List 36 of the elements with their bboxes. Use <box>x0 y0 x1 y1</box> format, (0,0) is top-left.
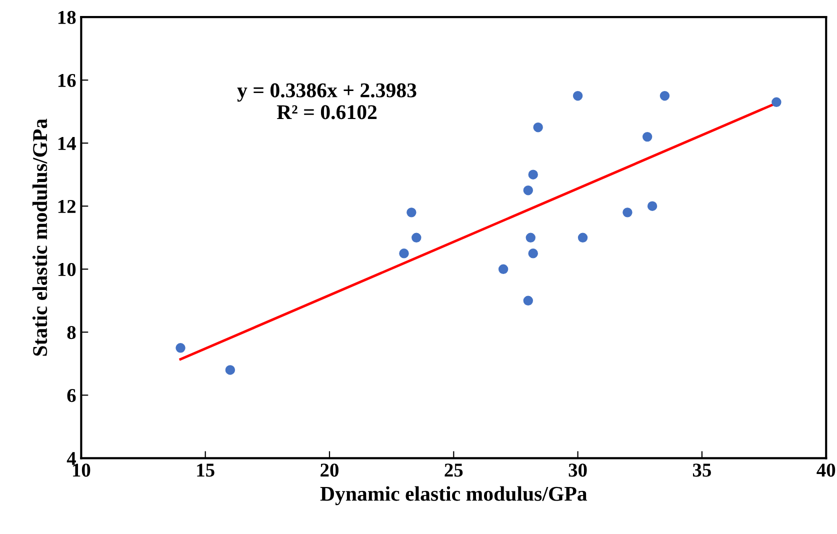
point <box>526 232 536 242</box>
x-tick-label: 15 <box>197 464 214 477</box>
point <box>412 232 422 242</box>
y-tick-label: 8 <box>67 326 76 340</box>
x-tick-label: 35 <box>692 464 711 477</box>
annotation: y = 0.3386x + 2.3983 R² = 0.6102 <box>237 83 416 120</box>
point <box>498 264 508 274</box>
y-tick-label: 6 <box>67 389 76 402</box>
point <box>523 296 534 306</box>
point <box>528 248 538 258</box>
x-tick-label: 40 <box>816 464 836 477</box>
x-tick-label: 25 <box>444 464 463 477</box>
point <box>642 132 652 142</box>
y-tick-label: 16 <box>58 74 76 88</box>
y-tick-label: 18 <box>58 10 76 24</box>
x-tick-label: 30 <box>568 464 587 477</box>
y-tick-label: 12 <box>58 200 76 213</box>
point <box>647 201 658 211</box>
x-axis-title: Dynamic elastic modulus/GPa <box>320 486 588 506</box>
point <box>533 122 543 132</box>
point <box>660 90 670 101</box>
y-axis-title: Static elastic modulus/GPa <box>32 118 48 356</box>
point <box>622 208 632 218</box>
point <box>772 97 782 108</box>
point <box>523 186 534 196</box>
point <box>406 208 416 218</box>
point <box>225 365 236 375</box>
point <box>399 248 409 258</box>
x-tick-label: 20 <box>320 464 338 477</box>
point <box>176 343 186 353</box>
point <box>528 170 538 180</box>
y-tick-label: 4 <box>66 452 76 465</box>
y-tick-label: 14 <box>58 137 76 150</box>
y-tick-label: 10 <box>58 262 76 276</box>
point <box>578 232 588 242</box>
point <box>572 90 583 101</box>
